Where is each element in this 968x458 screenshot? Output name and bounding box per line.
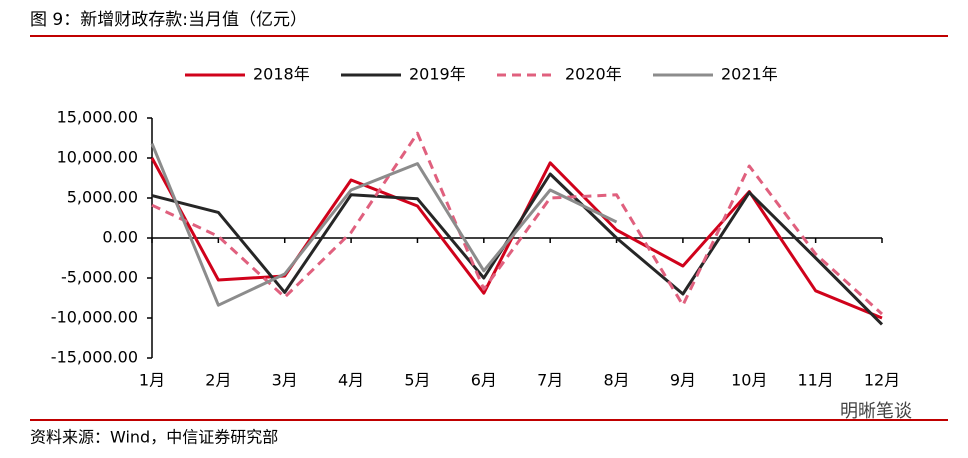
x-tick-label: 1月 xyxy=(139,371,165,390)
watermark: 明晰笔谈 xyxy=(840,401,912,422)
legend-label: 2018年 xyxy=(253,65,310,84)
x-tick-label: 7月 xyxy=(537,371,563,390)
chart-title: 图 9：新增财政存款:当月值（亿元） xyxy=(30,10,307,30)
legend-label: 2020年 xyxy=(565,65,622,84)
source-note: 资料来源：Wind，中信证券研究部 xyxy=(30,428,278,447)
x-tick-label: 4月 xyxy=(338,371,364,390)
x-tick-label: 10月 xyxy=(731,371,767,390)
x-tick-label: 5月 xyxy=(404,371,430,390)
y-tick-label: -10,000.00 xyxy=(51,308,138,327)
y-tick-label: 10,000.00 xyxy=(57,148,138,167)
series-line xyxy=(151,131,884,316)
y-tick-label: 5,000.00 xyxy=(67,188,138,207)
y-tick-label: 0.00 xyxy=(102,228,138,247)
series-line xyxy=(150,143,618,307)
y-tick-label: 15,000.00 xyxy=(57,108,138,127)
legend-label: 2019年 xyxy=(409,65,466,84)
x-tick-label: 8月 xyxy=(603,371,629,390)
x-tick-label: 11月 xyxy=(797,371,833,390)
x-tick-label: 9月 xyxy=(670,371,696,390)
x-tick-label: 12月 xyxy=(864,371,900,390)
y-tick-label: -15,000.00 xyxy=(51,348,138,367)
x-tick-label: 2月 xyxy=(205,371,231,390)
legend-label: 2021年 xyxy=(721,65,778,84)
series-line xyxy=(151,172,884,326)
x-tick-label: 3月 xyxy=(272,371,298,390)
x-tick-label: 6月 xyxy=(471,371,497,390)
y-tick-label: -5,000.00 xyxy=(61,268,138,287)
